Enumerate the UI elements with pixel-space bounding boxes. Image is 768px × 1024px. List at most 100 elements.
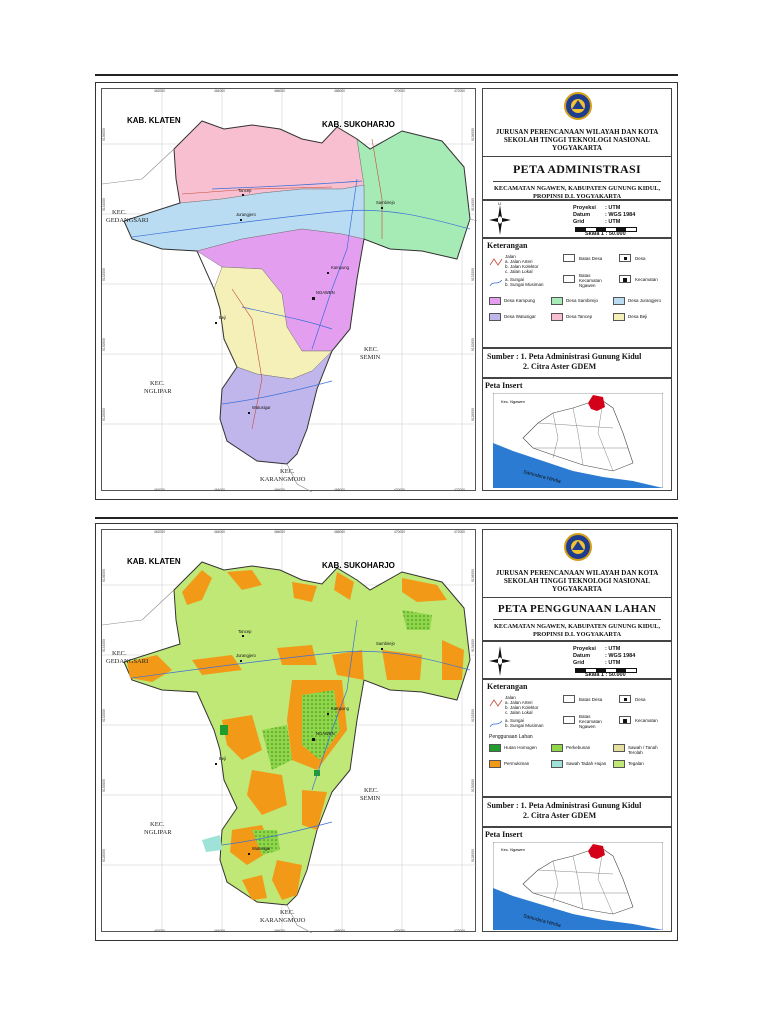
label-kec-semin-1: KEC. — [364, 346, 379, 353]
svg-text:9128000: 9128000 — [102, 408, 106, 421]
svg-text:9132000: 9132000 — [471, 709, 475, 722]
svg-text:468000: 468000 — [334, 929, 345, 933]
legend-swatch — [489, 313, 501, 321]
label-kec-karangmojo-1: KEC. — [280, 909, 295, 916]
label-kec-nglipar-2: NGLIPAR — [144, 388, 172, 395]
institution-line2: SEKOLAH TINGGI TEKNOLOGI NASIONAL — [503, 577, 651, 585]
legend-swatch — [613, 744, 625, 752]
legend-label: Desa Jurangjero — [628, 298, 662, 303]
legend-label: Desa Tancep — [566, 314, 593, 319]
landuse-perkebunan — [252, 610, 432, 855]
datum-label: Datum — [573, 653, 591, 659]
legend-desa-swatch — [619, 695, 631, 703]
svg-text:464000: 464000 — [214, 488, 225, 492]
datum-value: : WGS 1984 — [605, 212, 636, 218]
legend-title: Keterangan — [487, 682, 528, 691]
svg-text:9134000: 9134000 — [102, 639, 106, 652]
legend-label: Sawah / Tanah Terolah — [628, 745, 658, 755]
legend-swatch — [489, 297, 501, 305]
legend-desa: Desa — [635, 697, 646, 702]
legend-label: Sawah Tadah Hujan — [566, 761, 607, 766]
map-subtitle-line1: KECAMATAN NGAWEN, KABUPATEN GUNUNG KIDUL… — [493, 185, 661, 192]
svg-text:U: U — [498, 201, 501, 206]
tick-labels-y: 9136000 9134000 9132000 9130000 9128000 … — [102, 128, 475, 421]
legend-batas-kecamatan-swatch — [563, 716, 575, 724]
legend-label: Tegalan — [628, 761, 644, 766]
svg-text:9130000: 9130000 — [471, 338, 475, 351]
institution-logo — [564, 533, 592, 561]
label-kec-gedangsari-1: KEC. — [112, 209, 127, 216]
svg-text:9130000: 9130000 — [471, 779, 475, 792]
roads — [181, 138, 383, 430]
map-info-panel: JURUSAN PERENCANAAN WILAYAH DAN KOTA SEK… — [482, 88, 672, 491]
map-subtitle-line1: KECAMATAN NGAWEN, KABUPATEN GUNUNG KIDUL… — [493, 623, 661, 630]
projection-block: U Proyeksi : UTM Datum : WGS 1984 Grid :… — [482, 200, 672, 238]
place-kampung: Kampung — [331, 706, 350, 711]
label-kec-semin-2: SEMIN — [360, 354, 381, 361]
scale-bar — [575, 227, 637, 232]
institution-line2: SEKOLAH TINGGI TEKNOLOGI NASIONAL — [503, 136, 651, 144]
legend-batas-kecamatan: Batas Kecamatan Ngawen — [579, 273, 602, 288]
legend-label: Hutan Homogen — [504, 745, 537, 750]
map-frame[interactable]: KAB. KLATEN KAB. SUKOHARJO KEC. GEDANGSA… — [101, 529, 477, 933]
svg-text:470000: 470000 — [394, 530, 405, 534]
tick-labels-x: 462000 464000 466000 468000 470000 472000 4… — [154, 530, 465, 933]
label-kec-gedangsari-2: GEDANGSARI — [106, 217, 148, 224]
legend-swatch — [551, 760, 563, 768]
svg-text:9128000: 9128000 — [471, 408, 475, 421]
place-beji: Beji — [219, 756, 226, 761]
datum-label: Datum — [573, 212, 591, 218]
place-watusigar: Watusigar — [252, 405, 271, 410]
river-legend-icon — [489, 279, 503, 287]
label-kec-karangmojo-2: KARANGMOJO — [260, 476, 306, 483]
map-sheet-administrasi: KAB. KLATEN KAB. SUKOHARJO KEC. GEDANGSA… — [95, 82, 678, 500]
svg-text:9132000: 9132000 — [471, 268, 475, 281]
legend-swatch — [489, 744, 501, 752]
label-kec-gedangsari-1: KEC. — [112, 650, 127, 657]
landuse-sawah-tadah-hujan — [202, 835, 222, 852]
middle-divider — [95, 517, 678, 519]
legend-batas-desa-swatch — [563, 254, 575, 262]
legend-label: Perkebunan — [566, 745, 591, 750]
svg-text:462000: 462000 — [154, 488, 165, 492]
svg-text:464000: 464000 — [214, 530, 225, 534]
svg-text:9134000: 9134000 — [471, 639, 475, 652]
svg-text:9130000: 9130000 — [102, 779, 106, 792]
map-frame[interactable]: KAB. KLATEN KAB. SUKOHARJO KEC. GEDANGSA… — [101, 88, 477, 492]
datum-value: : WGS 1984 — [605, 653, 636, 659]
source-line2: 2. Citra Aster GDEM — [523, 811, 597, 820]
svg-text:468000: 468000 — [334, 530, 345, 534]
svg-text:466000: 466000 — [274, 488, 285, 492]
source-line1: Sumber : 1. Peta Administrasi Gunung Kid… — [487, 801, 642, 810]
label-kab-klaten: KAB. KLATEN — [127, 116, 181, 125]
svg-text:472000: 472000 — [454, 530, 465, 534]
top-divider — [95, 74, 678, 76]
legend-swatch — [613, 760, 625, 768]
svg-text:9134000: 9134000 — [471, 198, 475, 211]
svg-text:464000: 464000 — [214, 929, 225, 933]
tick-labels-x: 462000 464000 466000 468000 470000 472000 4… — [154, 89, 465, 492]
rivers — [131, 619, 471, 846]
institution-line3: YOGYAKARTA — [552, 585, 602, 593]
legend-jalan: Jalan — [505, 254, 516, 259]
legend-jalan-arteri: a. Jalan Arteri — [505, 259, 533, 264]
scale-text: Skala 1 : 50.000 — [585, 231, 626, 237]
tick-labels-y: 9136000 9134000 9132000 9130000 9128000 … — [102, 569, 475, 862]
legend-batas-desa: Batas Desa — [579, 256, 603, 261]
grid-value: : UTM — [605, 219, 621, 225]
legend-label: Desa Beji — [628, 314, 648, 319]
svg-text:9132000: 9132000 — [102, 709, 106, 722]
svg-text:466000: 466000 — [274, 530, 285, 534]
svg-text:9132000: 9132000 — [102, 268, 106, 281]
place-ngawen: NGAWEN — [316, 290, 335, 295]
place-beji: Beji — [219, 315, 226, 320]
map-sheet-penggunaan-lahan: KAB. KLATEN KAB. SUKOHARJO KEC. GEDANGSA… — [95, 523, 678, 941]
administrative-map: KAB. KLATEN KAB. SUKOHARJO KEC. GEDANGSA… — [102, 89, 477, 492]
svg-text:9128000: 9128000 — [471, 849, 475, 862]
svg-text:464000: 464000 — [214, 89, 225, 93]
source-line2: 2. Citra Aster GDEM — [523, 362, 597, 371]
map-subtitle-line2: PROPINSI D.I. YOGYAKARTA — [532, 193, 622, 200]
svg-text:470000: 470000 — [394, 488, 405, 492]
legend-batas-kecamatan-swatch — [563, 275, 575, 283]
place-sambirejo: Sambirejo — [376, 200, 396, 205]
